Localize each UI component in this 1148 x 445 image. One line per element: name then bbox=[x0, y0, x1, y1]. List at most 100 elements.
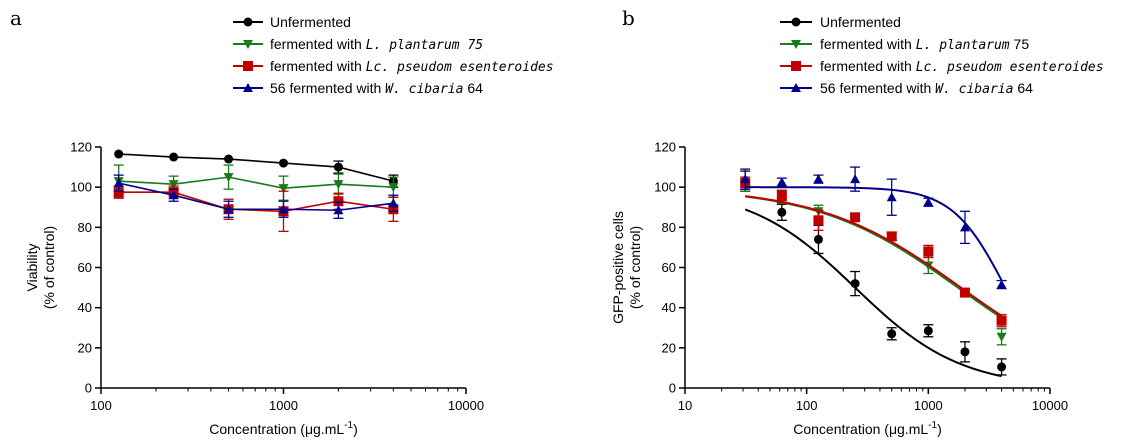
data-point-unfermented bbox=[960, 347, 970, 357]
data-point-cibaria bbox=[278, 204, 289, 214]
data-point-cibaria bbox=[388, 198, 399, 208]
legend-label-main: fermented with bbox=[820, 58, 916, 74]
legend-swatch-marker bbox=[243, 17, 253, 27]
y-tick-label: 40 bbox=[662, 300, 676, 315]
data-point-pseudomesenteroides bbox=[996, 315, 1007, 326]
y-axis-title-line2: (% of control) bbox=[627, 226, 643, 309]
legend-label: fermented with L. plantarum 75 bbox=[270, 36, 483, 53]
legend-label-main: 56 fermented with bbox=[270, 80, 385, 96]
legend-label: 56 fermented with W. cibaria 64 bbox=[820, 80, 1033, 97]
data-point-plantarum bbox=[223, 173, 234, 183]
legend-label-main: Unfermented bbox=[820, 14, 901, 30]
fit-curve-pseudomesenteroides bbox=[745, 195, 1003, 317]
data-point-pseudomesenteroides bbox=[959, 287, 970, 298]
data-point-pseudomesenteroides bbox=[813, 215, 824, 226]
data-point-unfermented bbox=[923, 326, 933, 336]
series-plantarum bbox=[113, 164, 399, 201]
data-point-unfermented bbox=[279, 158, 288, 168]
data-point-pseudomesenteroides bbox=[886, 231, 897, 242]
legend-swatch-marker bbox=[243, 83, 253, 92]
x-tick-label: 100 bbox=[90, 398, 112, 413]
y-tick-label: 100 bbox=[70, 180, 92, 195]
data-point-unfermented bbox=[997, 362, 1007, 372]
legend-swatch-marker bbox=[791, 17, 801, 27]
x-axis-title: Concentration (μg.mL-1) bbox=[209, 420, 358, 437]
data-point-pseudomesenteroides bbox=[776, 191, 787, 202]
legend-label: Unfermented bbox=[820, 14, 901, 30]
data-point-pseudomesenteroides bbox=[113, 187, 124, 198]
legend-label-suffix: 64 bbox=[1013, 80, 1033, 96]
series-unfermented bbox=[114, 149, 399, 188]
y-tick-label: 0 bbox=[669, 381, 676, 396]
legend-label: fermented with Lc. pseudom esenteroides bbox=[270, 58, 554, 75]
chart-panel-b: b 0 20 40 60 80 100 120 10 100 1000 10000 Concentrat… bbox=[610, 6, 1104, 437]
legend-item-unfermented: Unfermented bbox=[233, 14, 351, 30]
x-axis-title-main: Concentration (μg.mL bbox=[793, 421, 928, 437]
panel-letter: b bbox=[622, 6, 635, 30]
data-point-unfermented bbox=[777, 207, 787, 217]
x-tick-label: 100 bbox=[796, 398, 818, 413]
data-point-plantarum bbox=[388, 183, 399, 193]
fit-curve-cibaria bbox=[745, 186, 1003, 281]
legend-item-plantarum: fermented with L. plantarum 75 bbox=[780, 36, 1029, 53]
chart-panel-a: a 0 20 40 60 80 100 120 100 1000 10000 Concentratio… bbox=[10, 6, 554, 437]
legend-label-suffix: 64 bbox=[463, 80, 483, 96]
y-tick-label: 60 bbox=[662, 260, 676, 275]
y-axis-title-line1: GFP-positive cells bbox=[610, 211, 626, 324]
legend-item-pseudomesenteroides: fermented with Lc. pseudom esenteroides bbox=[233, 58, 554, 75]
legend-label-main: fermented with bbox=[270, 36, 366, 52]
y-tick-label: 20 bbox=[662, 340, 676, 355]
series-line-cibaria bbox=[118, 182, 394, 212]
legend-label-species: L. plantarum 75 bbox=[366, 38, 484, 53]
data-point-cibaria bbox=[223, 204, 234, 214]
legend-label-main: 56 fermented with bbox=[820, 80, 935, 96]
x-tick-label: 1000 bbox=[914, 398, 943, 413]
data-point-unfermented bbox=[333, 162, 343, 172]
data-point-cibaria bbox=[923, 197, 934, 207]
data-point-plantarum bbox=[278, 184, 289, 194]
data-point-cibaria bbox=[886, 192, 897, 202]
y-axis-title-line2: (% of control) bbox=[41, 226, 57, 309]
y-tick-label: 80 bbox=[662, 220, 676, 235]
legend-label-species: Lc. pseudom esenteroides bbox=[916, 60, 1104, 75]
legend-label-species: L. plantarum bbox=[916, 38, 1010, 53]
series-cibaria bbox=[740, 166, 1007, 290]
fit-curve-unfermented bbox=[744, 208, 1002, 378]
y-tick-label: 0 bbox=[85, 381, 92, 396]
data-point-cibaria bbox=[168, 190, 179, 200]
series-line-unfermented bbox=[118, 153, 394, 182]
legend-label-suffix: 75 bbox=[1010, 36, 1030, 52]
legend-label: fermented with Lc. pseudom esenteroides bbox=[820, 58, 1104, 75]
data-point-pseudomesenteroides bbox=[850, 212, 861, 223]
legend-item-plantarum: fermented with L. plantarum 75 bbox=[233, 36, 483, 53]
x-axis-title-main: Concentration (μg.mL bbox=[209, 421, 344, 437]
data-point-cibaria bbox=[776, 177, 787, 187]
data-point-cibaria bbox=[959, 222, 970, 232]
legend-swatch-marker bbox=[791, 61, 801, 71]
x-axis-title-sup: -1 bbox=[344, 420, 353, 431]
data-point-pseudomesenteroides bbox=[923, 246, 934, 257]
legend-swatch-marker bbox=[791, 40, 801, 49]
x-axis-title: Concentration (μg.mL-1) bbox=[793, 420, 942, 437]
y-tick-label: 60 bbox=[78, 260, 92, 275]
y-tick-label: 100 bbox=[654, 180, 676, 195]
x-axis-title-tail: ) bbox=[353, 421, 358, 437]
data-point-unfermented bbox=[169, 152, 179, 162]
legend-label-species: W. cibaria bbox=[935, 82, 1013, 97]
legend-label-main: fermented with bbox=[820, 36, 916, 52]
data-point-cibaria bbox=[850, 174, 861, 184]
y-tick-label: 40 bbox=[78, 300, 92, 315]
x-tick-label: 10000 bbox=[448, 398, 484, 413]
legend-label: 56 fermented with W. cibaria 64 bbox=[270, 80, 483, 97]
series-cibaria bbox=[113, 174, 399, 219]
y-axis-title-line1: Viability bbox=[24, 244, 40, 292]
series-line-pseudomesenteroides bbox=[118, 191, 394, 213]
y-axis-title: Viability (% of control) bbox=[24, 226, 57, 309]
y-tick-label: 20 bbox=[78, 340, 92, 355]
legend-label-species: Lc. pseudom esenteroides bbox=[366, 60, 554, 75]
data-point-cibaria bbox=[113, 178, 124, 188]
data-point-pseudomesenteroides bbox=[333, 196, 344, 207]
legend-label-main: Unfermented bbox=[270, 14, 351, 30]
legend-label-species: W. cibaria bbox=[385, 82, 463, 97]
